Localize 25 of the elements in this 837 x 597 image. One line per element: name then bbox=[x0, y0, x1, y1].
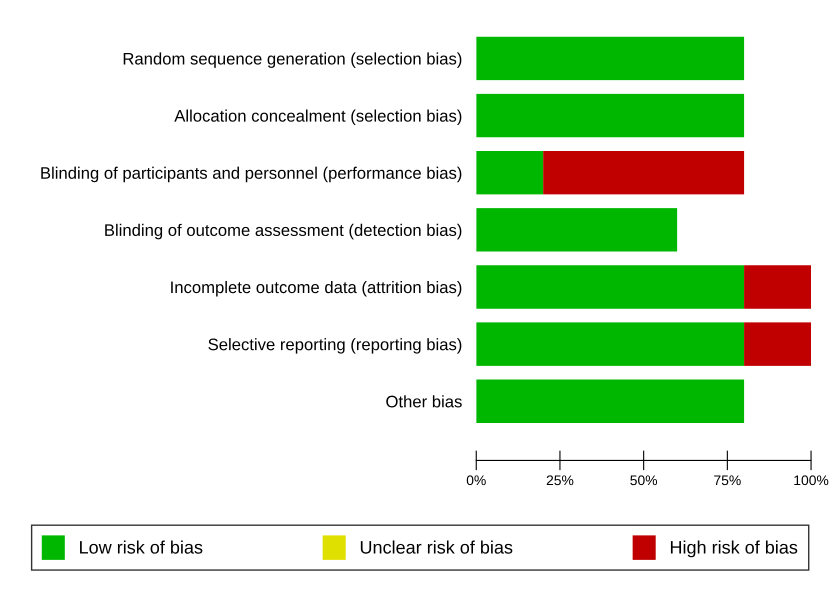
y-tick-label: Blinding of participants and personnel (performance bias) bbox=[41, 166, 462, 182]
bar bbox=[476, 94, 744, 138]
x-tick-label: 75% bbox=[714, 475, 741, 486]
legend-label: Unclear risk of bias bbox=[360, 540, 512, 554]
legend-label: Low risk of bias bbox=[80, 540, 202, 554]
bar bbox=[744, 322, 812, 366]
bar bbox=[543, 150, 744, 194]
y-tick-label: Selective reporting (reporting bias) bbox=[208, 338, 462, 354]
y-tick-label: Incomplete outcome data (attrition bias) bbox=[171, 280, 462, 296]
legend-label: High risk of bias bbox=[670, 540, 798, 558]
x-tick-label: 0% bbox=[466, 475, 486, 486]
bar bbox=[476, 380, 744, 423]
bar bbox=[744, 265, 812, 309]
x-tick-label: 50% bbox=[630, 475, 658, 486]
x-tick-label: 100% bbox=[794, 475, 828, 486]
bar bbox=[476, 265, 744, 309]
y-tick-label: Random sequence generation (selection bias) bbox=[124, 52, 462, 68]
x-tick-label: 25% bbox=[546, 475, 574, 486]
bar bbox=[476, 322, 744, 366]
bar bbox=[476, 36, 744, 80]
y-tick-label: Blinding of outcome assessment (detection bias) bbox=[105, 224, 462, 240]
y-tick-label: Other bias bbox=[386, 395, 462, 408]
y-tick-label: Allocation concealment (selection bias) bbox=[174, 110, 462, 126]
bar bbox=[476, 150, 544, 194]
bar bbox=[476, 208, 678, 252]
